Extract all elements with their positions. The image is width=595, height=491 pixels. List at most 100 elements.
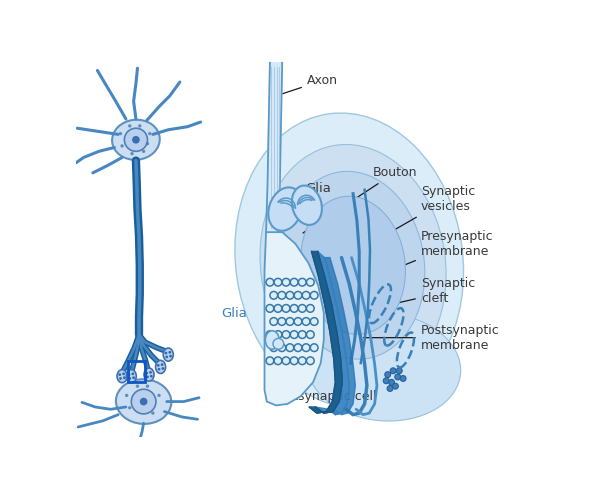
Circle shape (132, 136, 140, 144)
Circle shape (389, 380, 394, 385)
Circle shape (270, 318, 278, 326)
Circle shape (306, 331, 314, 338)
Circle shape (266, 278, 274, 286)
Text: Axon: Axon (278, 74, 338, 95)
Circle shape (278, 292, 286, 299)
Ellipse shape (155, 360, 165, 374)
Text: Presynaptic
membrane: Presynaptic membrane (327, 230, 493, 297)
Ellipse shape (260, 144, 446, 386)
Circle shape (266, 331, 274, 338)
Ellipse shape (112, 120, 160, 160)
Circle shape (306, 357, 314, 365)
Text: Synaptic
cleft: Synaptic cleft (339, 277, 475, 316)
Circle shape (151, 411, 155, 415)
Ellipse shape (265, 331, 279, 349)
Circle shape (278, 344, 286, 352)
Circle shape (286, 344, 294, 352)
Circle shape (129, 377, 131, 380)
Circle shape (119, 377, 122, 380)
Circle shape (383, 378, 389, 383)
Circle shape (127, 373, 130, 376)
Circle shape (157, 364, 159, 367)
Circle shape (128, 406, 131, 409)
Polygon shape (309, 251, 342, 413)
Circle shape (274, 357, 282, 365)
Circle shape (148, 132, 152, 136)
Text: Postsynaptic
membrane: Postsynaptic membrane (364, 324, 500, 352)
Ellipse shape (126, 370, 136, 382)
Circle shape (128, 124, 131, 128)
Circle shape (282, 357, 290, 365)
Polygon shape (315, 251, 349, 415)
Text: Synaptic
vesicles: Synaptic vesicles (303, 185, 475, 282)
Circle shape (390, 368, 396, 374)
Circle shape (273, 338, 284, 349)
Ellipse shape (268, 188, 302, 231)
Circle shape (266, 304, 274, 312)
Ellipse shape (117, 370, 127, 382)
Circle shape (400, 376, 406, 382)
Circle shape (270, 292, 278, 299)
Ellipse shape (300, 196, 405, 334)
Circle shape (302, 344, 310, 352)
Circle shape (120, 144, 124, 148)
Text: Bouton: Bouton (303, 166, 417, 233)
Circle shape (161, 367, 164, 370)
Circle shape (311, 318, 318, 326)
Circle shape (125, 394, 129, 397)
Circle shape (119, 132, 122, 136)
Circle shape (138, 124, 142, 128)
Polygon shape (325, 258, 355, 415)
Circle shape (298, 304, 306, 312)
Circle shape (290, 357, 298, 365)
Circle shape (290, 278, 298, 286)
Circle shape (294, 292, 302, 299)
Circle shape (274, 278, 282, 286)
Ellipse shape (292, 186, 322, 225)
Circle shape (131, 373, 134, 375)
Circle shape (136, 384, 139, 388)
Circle shape (306, 278, 314, 286)
Circle shape (150, 375, 153, 378)
Circle shape (286, 318, 294, 326)
Circle shape (157, 394, 161, 397)
Polygon shape (265, 232, 324, 406)
Ellipse shape (163, 348, 173, 361)
Circle shape (270, 344, 278, 352)
Circle shape (130, 152, 134, 155)
Circle shape (142, 150, 145, 153)
Circle shape (282, 304, 290, 312)
Circle shape (387, 385, 393, 391)
Circle shape (385, 372, 391, 378)
Circle shape (286, 292, 294, 299)
Ellipse shape (144, 368, 154, 381)
Circle shape (165, 355, 168, 358)
Circle shape (290, 304, 298, 312)
Circle shape (169, 355, 172, 357)
Circle shape (266, 357, 274, 365)
Ellipse shape (307, 313, 461, 421)
Circle shape (282, 278, 290, 286)
Text: Postsynaptic cell: Postsynaptic cell (271, 390, 376, 403)
Circle shape (158, 368, 161, 371)
Circle shape (132, 376, 135, 379)
Circle shape (122, 373, 125, 375)
Circle shape (140, 398, 148, 406)
Circle shape (145, 372, 148, 375)
Circle shape (294, 344, 302, 352)
Circle shape (306, 304, 314, 312)
Circle shape (161, 363, 164, 366)
Text: Glia: Glia (221, 306, 247, 320)
Circle shape (131, 389, 156, 414)
Circle shape (395, 374, 400, 380)
Ellipse shape (235, 113, 464, 409)
Circle shape (168, 351, 171, 354)
Circle shape (146, 376, 149, 379)
Circle shape (282, 331, 290, 338)
Circle shape (290, 331, 298, 338)
Circle shape (396, 368, 402, 374)
Circle shape (149, 371, 152, 374)
Circle shape (124, 128, 148, 151)
Circle shape (146, 142, 149, 145)
Circle shape (298, 278, 306, 286)
